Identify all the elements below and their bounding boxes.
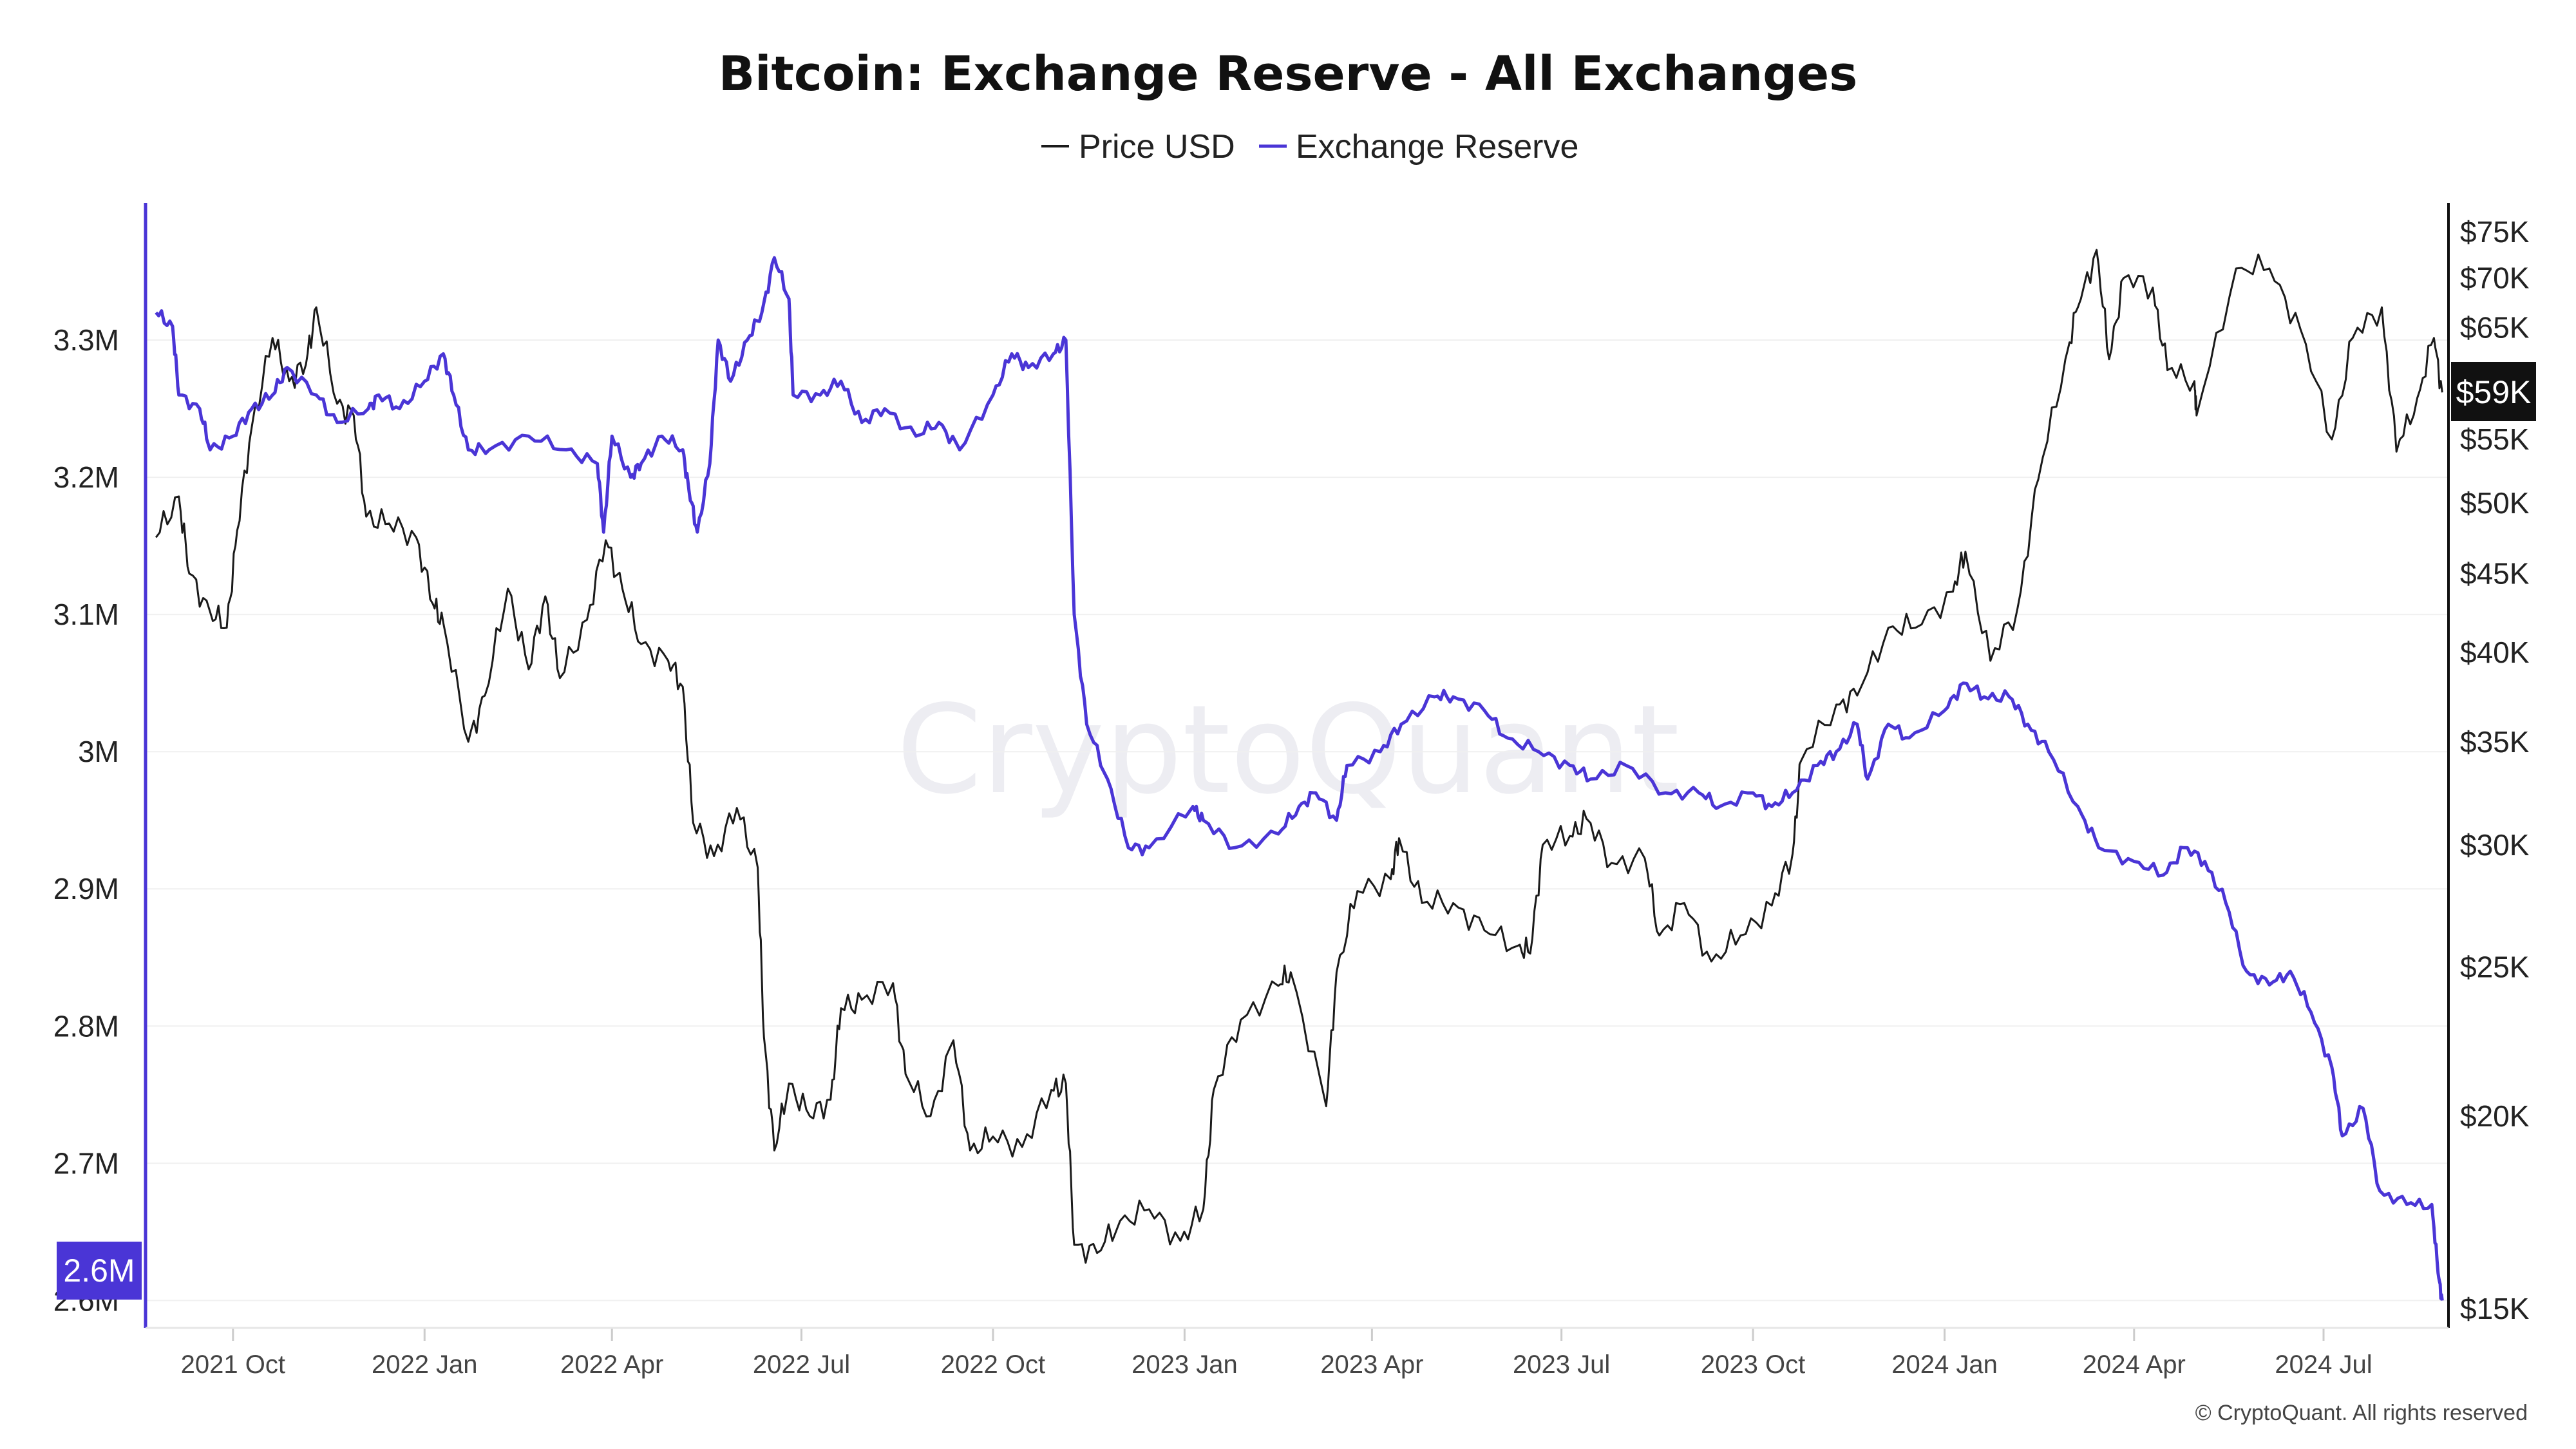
y-left-tick-label: 3.2M (53, 460, 119, 494)
y-right-tick-label: $20K (2460, 1099, 2530, 1133)
y-right-tick-label: $50K (2460, 486, 2530, 520)
y-right-tick-label: $40K (2460, 636, 2530, 669)
y-left-tick-label: 3.3M (53, 323, 119, 357)
y-right-tick-label: $65K (2460, 311, 2530, 345)
current-price-badge: $59K (2451, 362, 2536, 421)
y-axis-right: $15K $20K $25K $30K $35K $40K $45K $50K $55K $65K… (2460, 215, 2530, 1325)
y-left-tick-label: 2.9M (53, 872, 119, 905)
y-left-tick-label: 3.1M (53, 598, 119, 631)
watermark: CryptoQuant (896, 679, 1680, 821)
x-tick-label: 2023 Jan (1132, 1350, 1238, 1379)
y-right-tick-label: $55K (2460, 422, 2530, 456)
x-tick-label: 2022 Jul (753, 1350, 850, 1379)
grid (146, 339, 2448, 1302)
x-tick-label: 2022 Oct (941, 1350, 1045, 1379)
current-price-badge-bg (2451, 362, 2536, 421)
current-reserve-badge: 2.6M (57, 1242, 142, 1300)
current-reserve-value: 2.6M (63, 1253, 135, 1289)
x-tick-label: 2023 Apr (1320, 1350, 1423, 1379)
series-price-line[interactable] (155, 249, 2443, 1264)
x-tick-label: 2023 Oct (1701, 1350, 1805, 1379)
y-right-tick-label: $30K (2460, 828, 2530, 862)
y-right-tick-label: $70K (2460, 261, 2530, 295)
y-right-tick-label: $45K (2460, 557, 2530, 591)
series-reserve-line[interactable] (155, 256, 2444, 1301)
x-tick-label: 2021 Oct (181, 1350, 285, 1379)
x-tick-label: 2022 Apr (560, 1350, 663, 1379)
y-left-tick-label: 3M (78, 735, 119, 768)
legend-reserve-label[interactable]: Exchange Reserve (1296, 128, 1578, 166)
y-right-tick-label: $15K (2460, 1292, 2530, 1325)
chart-title: Bitcoin: Exchange Reserve - All Exchange… (719, 46, 1858, 102)
legend: Price USD Exchange Reserve (1041, 128, 1578, 166)
current-reserve-badge-bg (57, 1242, 142, 1300)
x-tick-label: 2022 Jan (372, 1350, 478, 1379)
y-left-tick-label: 2.8M (53, 1009, 119, 1043)
y-right-tick-label: $25K (2460, 950, 2530, 983)
legend-price-label[interactable]: Price USD (1079, 128, 1235, 166)
y-left-tick-label: 2.7M (53, 1146, 119, 1180)
x-tick-label: 2024 Apr (2083, 1350, 2186, 1379)
x-tick-label: 2023 Jul (1513, 1350, 1610, 1379)
x-tick-label: 2024 Jan (1891, 1350, 1998, 1379)
current-price-value: $59K (2456, 374, 2532, 410)
footer-credit: © CryptoQuant. All rights reserved (2195, 1401, 2528, 1425)
y-right-tick-label: $35K (2460, 725, 2530, 759)
x-axis: 2021 Oct 2022 Jan 2022 Apr 2022 Jul 2022 Oct… (181, 1328, 2372, 1379)
y-right-tick-label: $75K (2460, 215, 2530, 249)
x-tick-label: 2024 Jul (2275, 1350, 2372, 1379)
